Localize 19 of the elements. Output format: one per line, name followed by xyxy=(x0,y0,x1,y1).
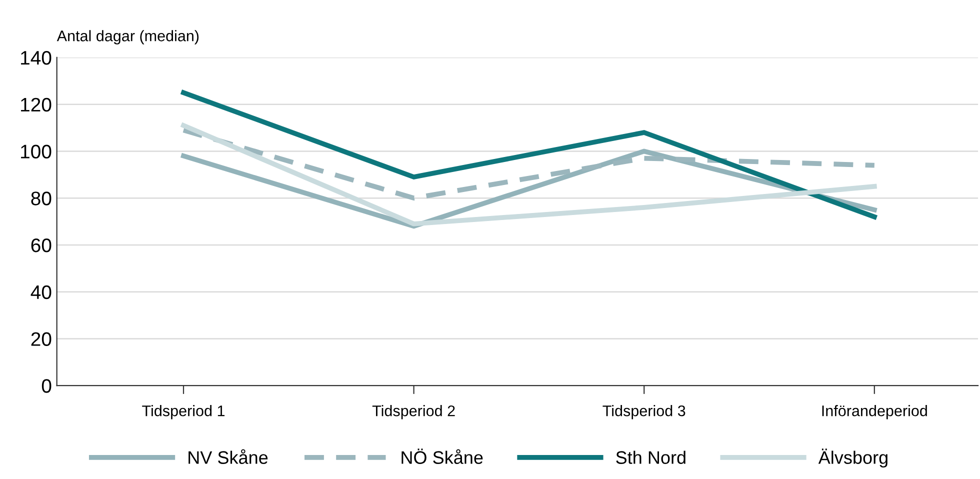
y-tick-label: 80 xyxy=(31,192,52,206)
legend-label: Älvsborg xyxy=(818,448,888,468)
y-tick-label: 0 xyxy=(42,379,52,393)
x-tick-label: Tidsperiod 1 xyxy=(142,405,225,420)
legend-label: NÖ Skåne xyxy=(402,448,483,464)
y-tick-label: 120 xyxy=(21,98,52,112)
y-tick-label: 60 xyxy=(31,238,52,252)
line-series xyxy=(181,90,877,220)
x-tick-label: Införandeperiod xyxy=(822,405,927,420)
x-tick-label: Tidsperiod 2 xyxy=(372,405,455,420)
legend-label: Sth Nord xyxy=(616,450,686,464)
y-tick-label: 40 xyxy=(30,285,52,300)
y-axis-title: Antal dagar (median) xyxy=(56,30,199,44)
y-tick-label: 100 xyxy=(21,144,52,158)
y-tick-label: 140 xyxy=(21,50,52,65)
x-tick-label: Tidsperiod 3 xyxy=(602,405,686,420)
line-series xyxy=(181,123,877,226)
y-tick-label: 20 xyxy=(31,332,52,346)
legend-label: NV Skåne xyxy=(188,449,268,464)
